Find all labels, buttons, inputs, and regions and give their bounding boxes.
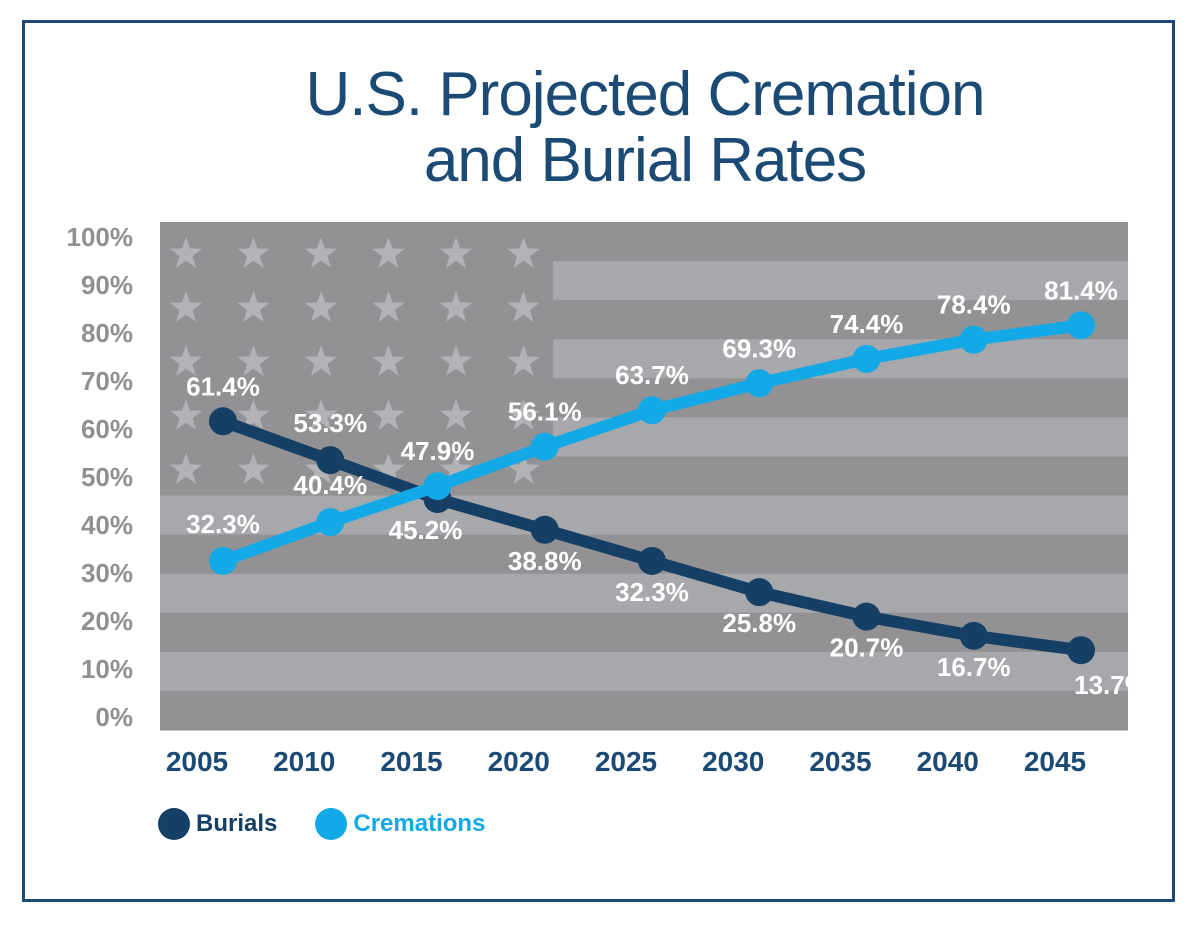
cremations-point [745,369,774,398]
legend-label-burials: Burials [196,810,278,837]
legend-item-cremations: Cremations [315,808,485,840]
flag-stripe [160,690,1128,731]
flag-star [507,291,540,322]
x-tick-label: 2020 [488,746,550,777]
cremations-data-label: 56.1% [508,397,582,427]
burials-data-label: 38.8% [508,546,582,576]
y-tick-label: 60% [81,414,133,444]
flag-star [304,291,338,322]
cremations-point [423,472,452,501]
burials-data-label: 13.7% [1074,670,1148,700]
flag-star [237,399,270,430]
flag-star [439,291,473,322]
y-tick-label: 80% [81,318,133,348]
legend: Burials Cremations [158,808,523,840]
flag-star [372,345,405,376]
flag-star [169,399,203,430]
cremations-point [959,325,988,354]
burials-point [959,621,988,650]
flag-star [169,453,203,484]
burials-point [1067,636,1095,665]
burials-data-label: 45.2% [389,515,463,545]
x-tick-label: 2045 [1024,746,1086,777]
flag-star [372,291,405,322]
cremations-point [1067,311,1095,340]
x-tick-label: 2005 [166,746,228,777]
y-tick-label: 30% [81,558,133,588]
flag-star [439,453,473,484]
cremations-data-label: 78.4% [937,290,1011,320]
x-tick-label: 2010 [273,746,335,777]
y-tick-label: 70% [81,366,133,396]
flag-star [372,237,405,268]
legend-label-cremations: Cremations [353,810,486,837]
burials-data-label: 25.8% [722,608,796,638]
title-line-2: and Burial Rates [423,126,867,195]
flag-star [304,237,338,268]
cremations-point [316,508,345,537]
flag-star [237,453,270,484]
flag-star [237,345,270,376]
x-tick-label: 2015 [380,746,442,777]
flag-star [169,345,203,376]
cremations-swatch [315,808,348,840]
cremations-point [209,546,237,575]
flag-star [372,453,405,484]
legend-item-burials: Burials [158,808,277,840]
burials-point [530,515,559,544]
burials-data-label: 32.3% [615,577,689,607]
burials-data-label: 20.7% [830,633,904,663]
x-tick-label: 2025 [595,746,657,777]
flag-star [304,399,338,430]
cremations-data-label: 40.4% [293,470,367,500]
y-tick-label: 40% [81,510,133,540]
flag-star [169,291,203,322]
y-tick-label: 90% [81,270,133,300]
y-tick-label: 100% [67,222,134,252]
cremations-data-label: 63.7% [615,360,689,390]
burials-point [209,407,237,436]
y-tick-label: 50% [81,462,133,492]
burials-swatch [158,808,190,840]
flag-stripe [160,651,1128,692]
cremations-data-label: 81.4% [1044,275,1118,305]
x-tick-label: 2040 [917,746,979,777]
cremations-data-label: 69.3% [722,333,796,363]
flag-star [507,237,540,268]
x-tick-label: 2035 [809,746,871,777]
flag-star [237,237,270,268]
title-line-1: U.S. Projected Cremation [305,60,986,129]
cremations-point [852,344,881,373]
cremations-data-label: 47.9% [401,436,475,466]
y-tick-label: 0% [95,702,133,732]
y-tick-label: 10% [81,654,133,684]
burials-data-label: 61.4% [186,371,260,401]
cremations-point [530,432,559,461]
burials-point [638,546,666,575]
cremations-data-label: 32.3% [186,509,260,539]
flag-star [507,453,540,484]
cremations-data-label: 74.4% [830,309,904,339]
burials-data-label: 16.7% [937,652,1011,682]
flag-star [304,345,338,376]
burials-data-label: 53.3% [293,408,367,438]
flag-star [169,237,203,268]
flag-star [372,399,405,430]
chart-title: U.S. Projected Cremation and Burial Rate… [0,62,1200,194]
y-tick-label: 20% [81,606,133,636]
flag-star [439,399,473,430]
x-tick-label: 2030 [702,746,764,777]
burials-point [316,446,345,475]
flag-star [439,345,473,376]
cremations-point [638,396,666,425]
flag-star [507,399,540,430]
burials-point [852,602,881,631]
flag-canton [160,222,553,496]
flag-star [237,291,270,322]
flag-stripe [160,573,1128,614]
flag-star [507,345,540,376]
flag-star [439,237,473,268]
burials-point [745,578,774,607]
